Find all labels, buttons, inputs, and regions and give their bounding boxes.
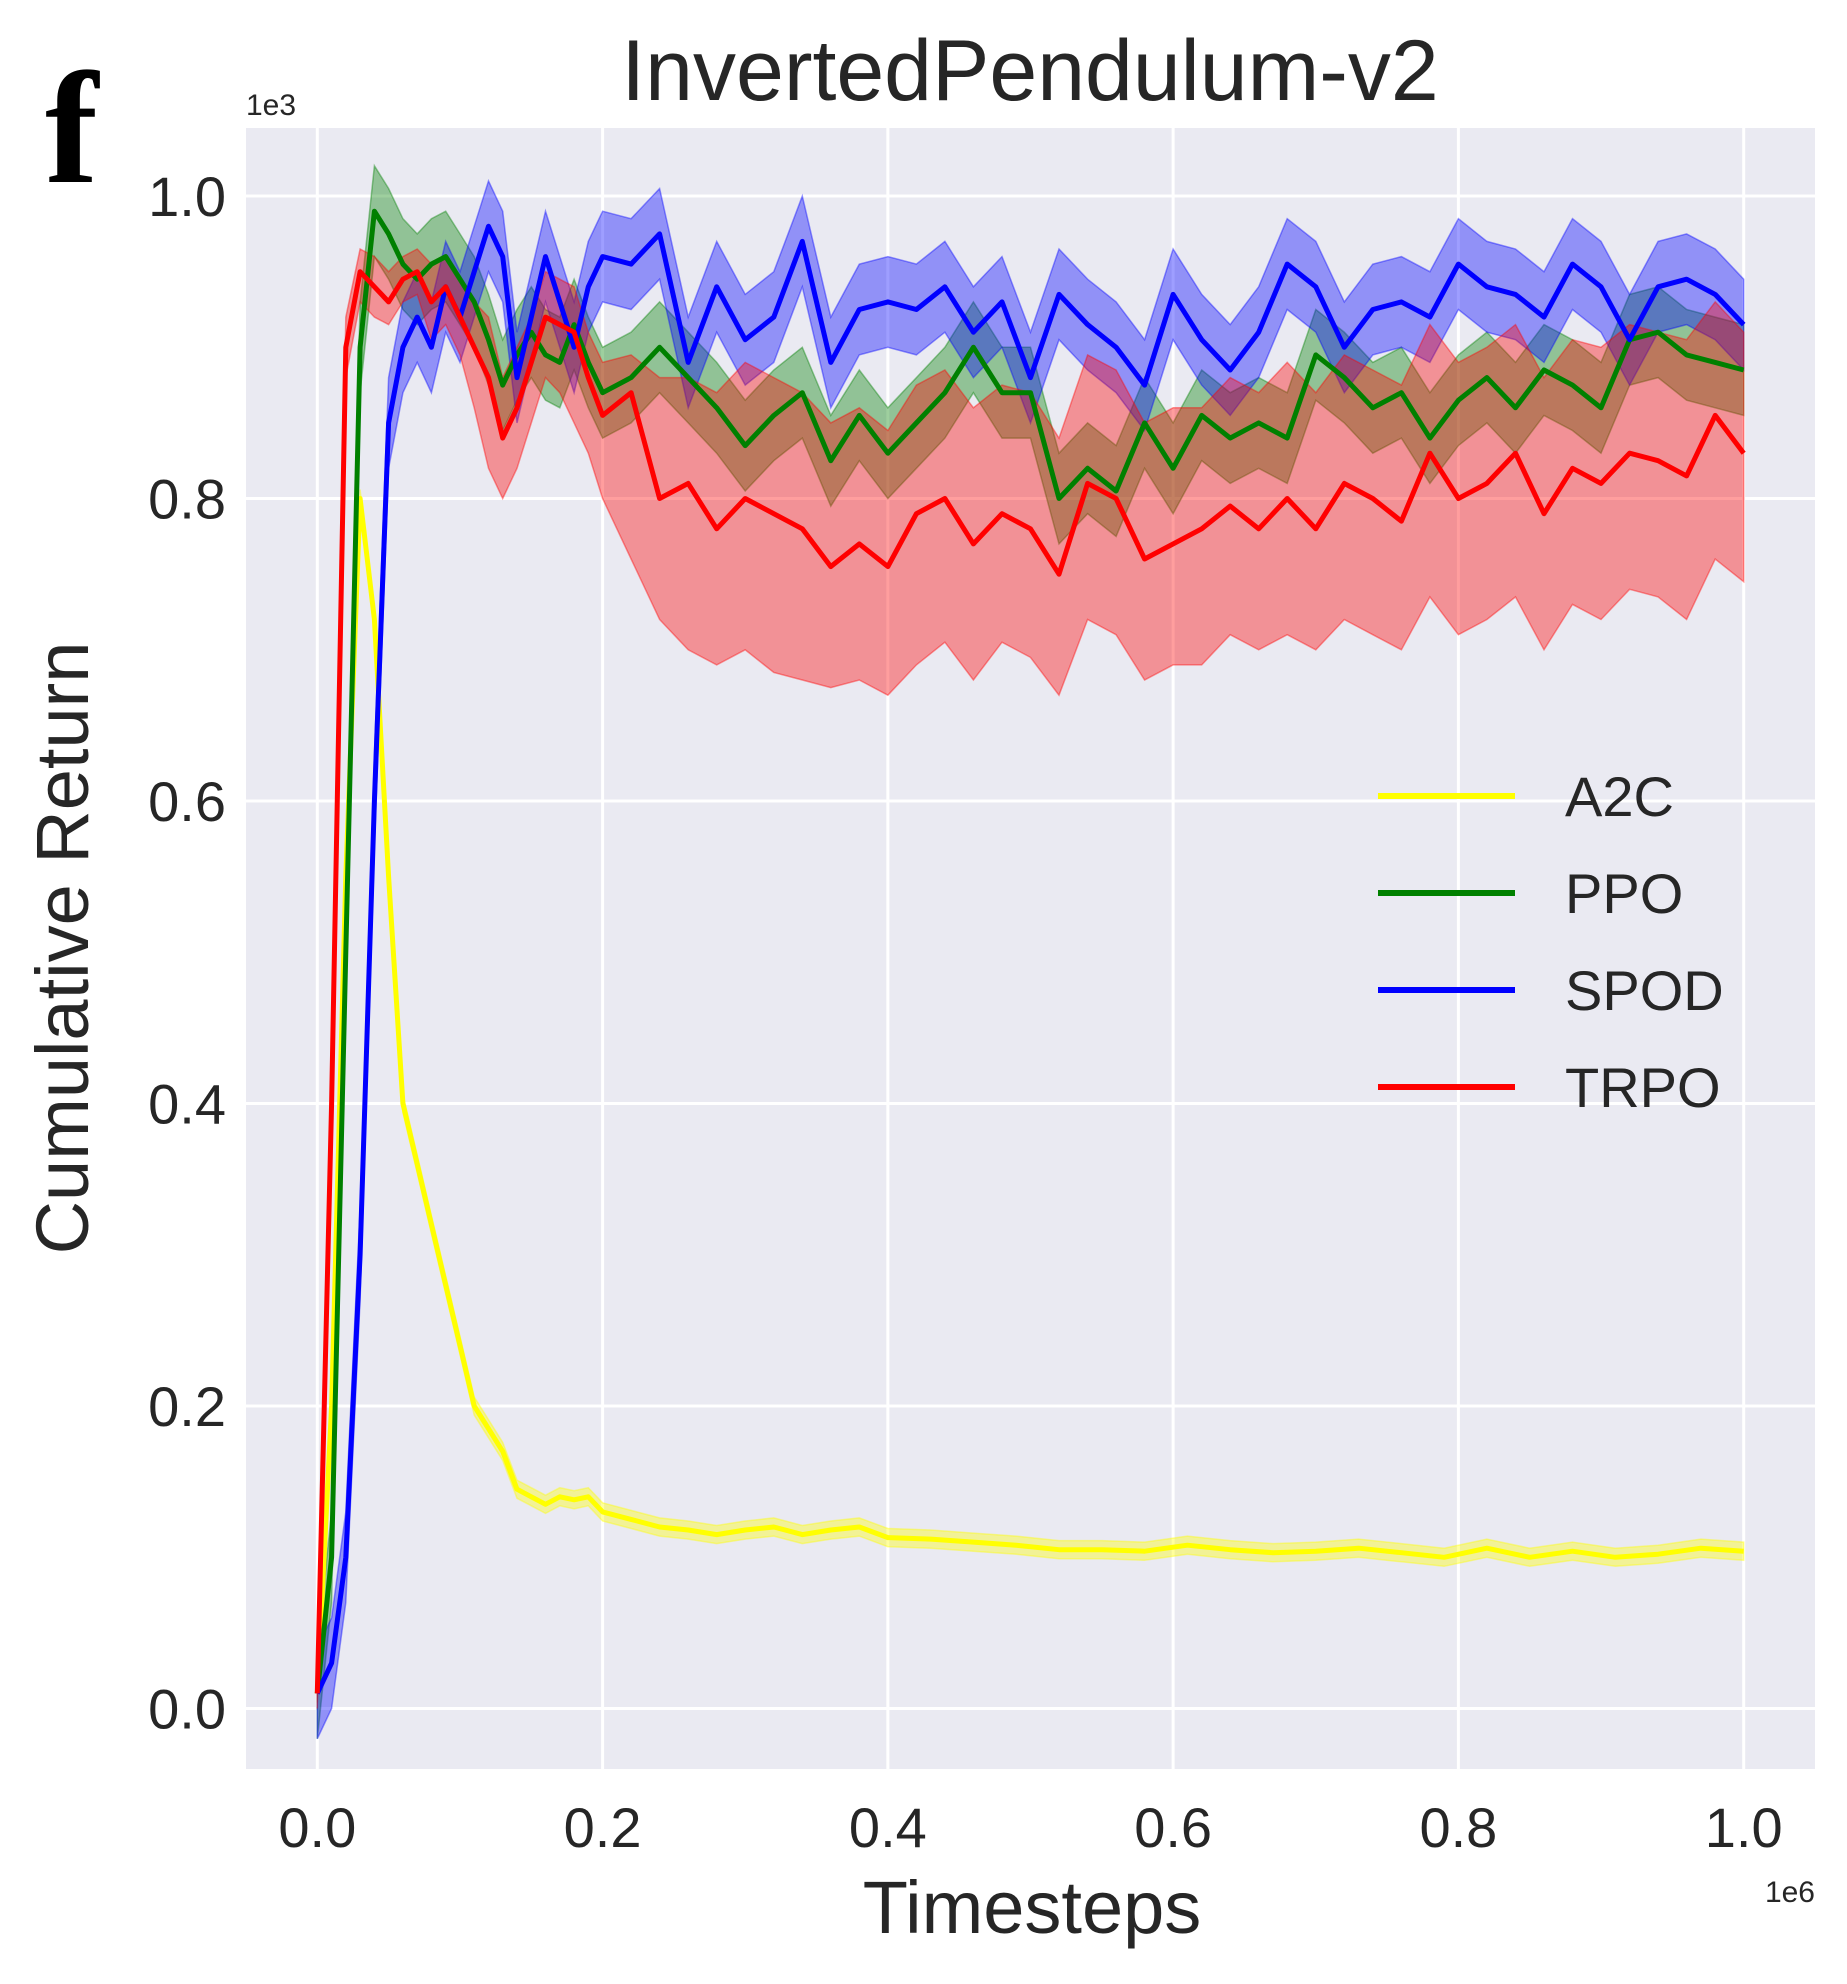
y-tick-label: 0.6 [148, 770, 226, 833]
x-tick-label: 0.8 [1419, 1796, 1497, 1859]
y-tick-label: 1.0 [148, 165, 226, 228]
y-multiplier: 1e3 [246, 89, 296, 122]
band-ppo [316, 163, 1745, 1739]
legend-label-a2c: A2C [1565, 765, 1674, 828]
y-tick-labels: 0.0 0.2 0.4 0.6 0.8 1.0 [148, 165, 226, 1740]
y-tick-label: 0.2 [148, 1375, 226, 1438]
series-line-trpo [314, 269, 1746, 1694]
legend: A2C PPO SPOD TRPO [1378, 765, 1724, 1119]
y-tick-label: 0.0 [148, 1678, 226, 1741]
panel-letter: f [45, 39, 100, 217]
series-line-ppo [314, 208, 1745, 1694]
x-multiplier: 1e6 [1765, 1876, 1815, 1909]
band-trpo [316, 247, 1745, 1709]
legend-label-trpo: TRPO [1565, 1056, 1721, 1119]
x-tick-label: 0.0 [278, 1796, 356, 1859]
legend-label-ppo: PPO [1565, 862, 1683, 925]
x-tick-labels: 0.0 0.2 0.4 0.6 0.8 1.0 [278, 1796, 1782, 1859]
x-tick-label: 0.4 [849, 1796, 927, 1859]
y-tick-label: 0.8 [148, 468, 226, 531]
x-tick-label: 0.2 [564, 1796, 642, 1859]
band-a2c [316, 489, 1745, 1703]
x-axis-label: Timesteps [863, 1866, 1202, 1949]
legend-label-spod: SPOD [1565, 959, 1724, 1022]
x-tick-label: 1.0 [1705, 1796, 1783, 1859]
x-tick-label: 0.6 [1134, 1796, 1212, 1859]
y-axis-label: Cumulative Return [21, 642, 104, 1255]
y-tick-label: 0.4 [148, 1073, 226, 1136]
series-line-a2c [314, 496, 1744, 1694]
chart-title: InvertedPendulum-v2 [621, 23, 1438, 119]
series-lines [314, 208, 1746, 1695]
